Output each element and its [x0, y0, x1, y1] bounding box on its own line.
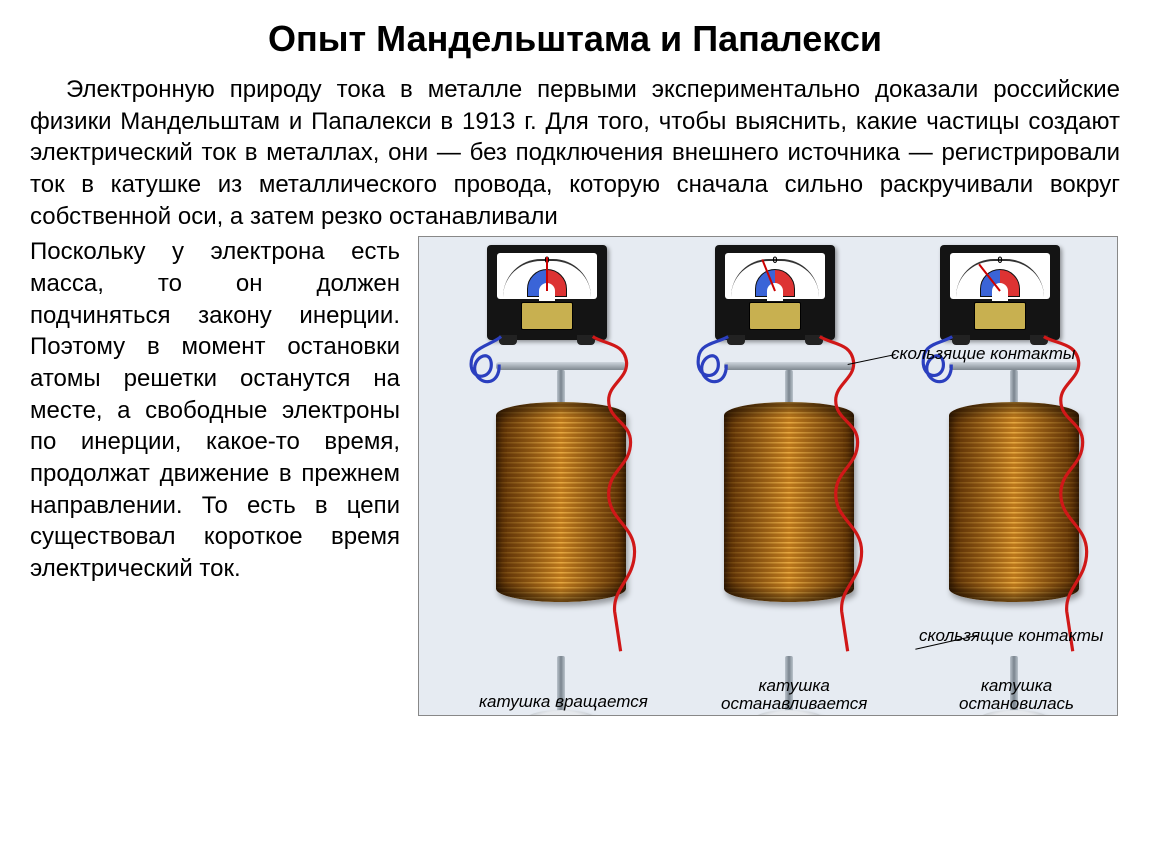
lower-row: Поскольку у электрона есть масса, то он …	[30, 236, 1120, 716]
caption-coil-2-line1: катушка	[758, 676, 829, 695]
caption-coil-2-line2: останавливается	[721, 694, 867, 713]
caption-coil-3: катушка остановилась	[959, 677, 1074, 713]
coil-2	[699, 392, 879, 672]
label-sliding-contacts-bottom: скользящие контакты	[919, 627, 1103, 645]
page-title: Опыт Мандельштама и Папалекси	[30, 18, 1120, 60]
galvanometer-3: 0	[940, 245, 1060, 340]
diagram-holder: 0 0	[418, 236, 1120, 716]
caption-coil-2: катушка останавливается	[721, 677, 867, 713]
experiment-diagram: 0 0	[418, 236, 1118, 716]
caption-coil-3-line1: катушка	[981, 676, 1052, 695]
caption-coil-3-line2: остановилась	[959, 694, 1074, 713]
caption-coil-1: катушка вращается	[479, 693, 648, 711]
galvanometer-1: 0	[487, 245, 607, 340]
intro-paragraph: Электронную природу тока в металле первы…	[30, 74, 1120, 232]
label-sliding-contacts-top: скользящие контакты	[891, 345, 1075, 363]
galvanometer-2: 0	[715, 245, 835, 340]
coil-1	[471, 392, 651, 672]
side-paragraph: Поскольку у электрона есть масса, то он …	[30, 236, 400, 716]
